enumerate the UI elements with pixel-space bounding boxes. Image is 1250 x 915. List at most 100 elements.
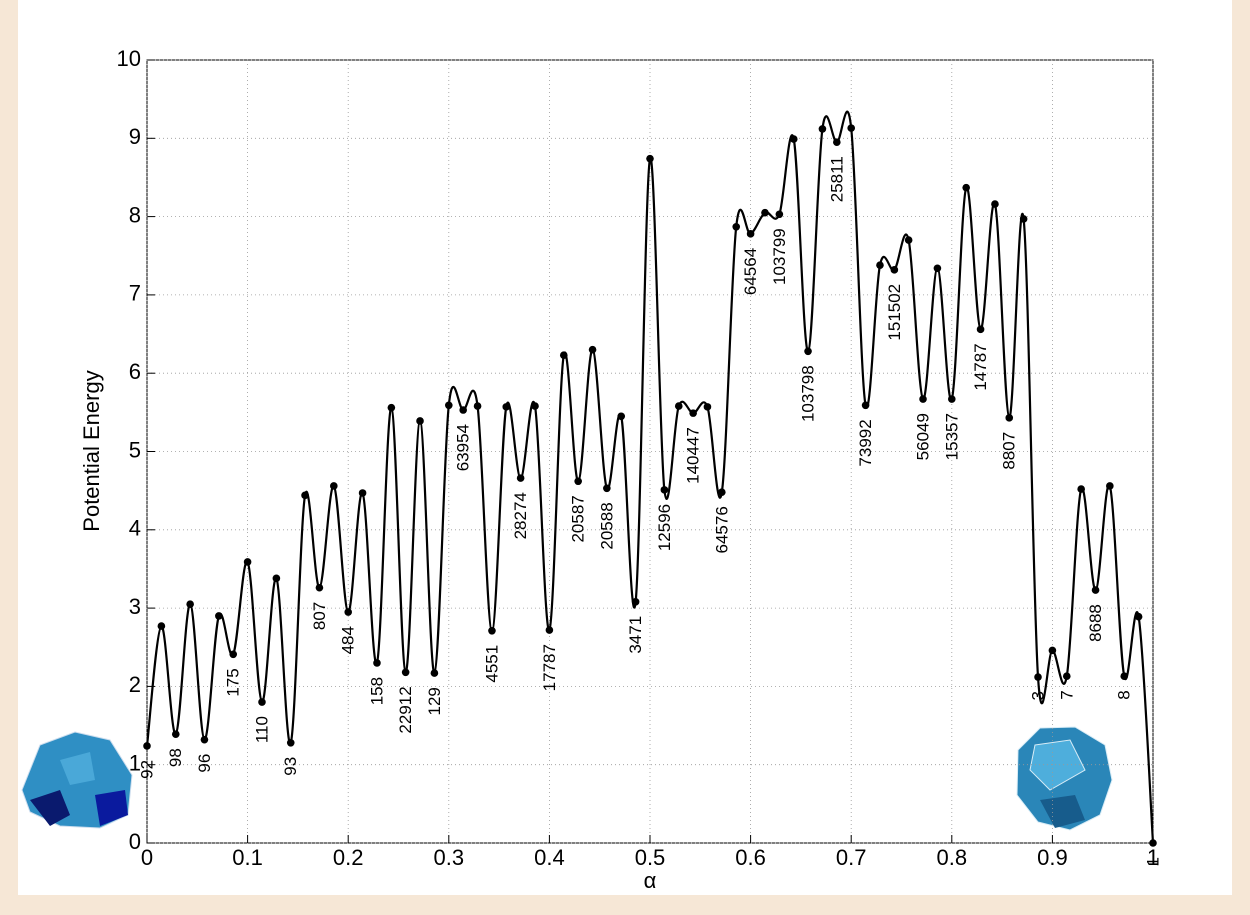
point-label: 4551 <box>482 645 501 683</box>
point-label: 158 <box>367 677 386 705</box>
y-tick-label: 5 <box>129 437 141 462</box>
point <box>388 404 396 412</box>
y-tick-label: 10 <box>117 46 141 71</box>
point <box>891 266 899 274</box>
point-label: 20588 <box>597 502 616 549</box>
point <box>1106 482 1114 490</box>
point-label: 7 <box>1057 690 1076 699</box>
point <box>531 402 539 410</box>
point <box>287 739 295 747</box>
point-label: 8688 <box>1086 604 1105 642</box>
point <box>991 200 999 208</box>
point-label: 12596 <box>655 504 674 551</box>
point <box>833 138 841 146</box>
point <box>301 492 309 500</box>
point-label: 807 <box>310 602 329 630</box>
point <box>646 155 654 163</box>
point <box>488 627 496 635</box>
point <box>546 626 554 634</box>
point-label: 93 <box>281 757 300 776</box>
point <box>502 403 510 411</box>
point <box>704 403 712 411</box>
point-label: 98 <box>166 748 185 767</box>
point <box>316 584 324 592</box>
point <box>215 612 223 620</box>
point-label: 103799 <box>770 228 789 285</box>
point-label: 56049 <box>914 413 933 460</box>
point <box>819 125 827 133</box>
point <box>632 598 640 606</box>
x-tick-label: 0 <box>141 845 153 870</box>
point <box>876 261 884 269</box>
point <box>977 326 985 334</box>
point <box>373 659 381 667</box>
point <box>589 346 597 354</box>
point <box>1005 414 1013 422</box>
point <box>330 482 338 490</box>
point <box>718 488 726 496</box>
point <box>186 600 194 608</box>
point-label: 28274 <box>511 492 530 539</box>
point-label: 484 <box>339 626 358 654</box>
point-label: 20587 <box>569 495 588 542</box>
point <box>804 347 812 355</box>
point-label: 96 <box>195 754 214 773</box>
x-tick-label: 0.3 <box>434 845 465 870</box>
point <box>948 395 956 403</box>
point <box>1092 586 1100 594</box>
x-tick-label: 0.1 <box>232 845 263 870</box>
point <box>1077 485 1085 493</box>
point-label: 103798 <box>799 365 818 422</box>
point <box>474 402 482 410</box>
point <box>258 698 266 706</box>
point <box>445 402 453 410</box>
point-label: 92 <box>137 760 156 779</box>
point-label: 8 <box>1115 690 1134 699</box>
point <box>905 236 913 244</box>
point <box>344 608 352 616</box>
point <box>603 485 611 493</box>
point <box>847 124 855 132</box>
point <box>661 486 669 494</box>
point <box>273 575 281 583</box>
point-label: 15357 <box>942 413 961 460</box>
point <box>1020 215 1028 223</box>
point <box>732 223 740 231</box>
point <box>675 402 683 410</box>
x-axis-label: α <box>644 868 657 893</box>
point-label: 17787 <box>540 644 559 691</box>
point-label: 110 <box>252 716 271 743</box>
point <box>359 489 367 497</box>
point <box>574 477 582 485</box>
point <box>862 402 870 410</box>
y-tick-label: 2 <box>129 672 141 697</box>
point <box>747 230 755 238</box>
point <box>1135 613 1143 621</box>
point-label: 1 <box>1143 857 1162 866</box>
point-label: 140447 <box>684 427 703 484</box>
point <box>143 742 151 750</box>
point <box>617 412 625 420</box>
point-label: 8807 <box>1000 432 1019 470</box>
y-tick-label: 8 <box>129 202 141 227</box>
point <box>560 351 568 359</box>
point <box>158 622 166 630</box>
x-tick-label: 0.2 <box>333 845 364 870</box>
point-label: 3471 <box>626 616 645 654</box>
y-axis-label: Potential Energy <box>79 370 104 531</box>
point-label: 3 <box>1028 691 1047 700</box>
y-tick-label: 7 <box>129 281 141 306</box>
point <box>229 650 237 658</box>
y-tick-label: 6 <box>129 359 141 384</box>
point <box>1149 839 1157 847</box>
x-tick-label: 0.6 <box>735 845 766 870</box>
point-label: 175 <box>224 668 243 696</box>
point <box>402 669 410 677</box>
point <box>1034 673 1042 681</box>
point-label: 63954 <box>454 424 473 471</box>
point-label: 14787 <box>971 343 990 390</box>
y-tick-label: 0 <box>129 829 141 854</box>
point <box>1120 672 1128 680</box>
point <box>790 135 798 143</box>
point <box>919 395 927 403</box>
